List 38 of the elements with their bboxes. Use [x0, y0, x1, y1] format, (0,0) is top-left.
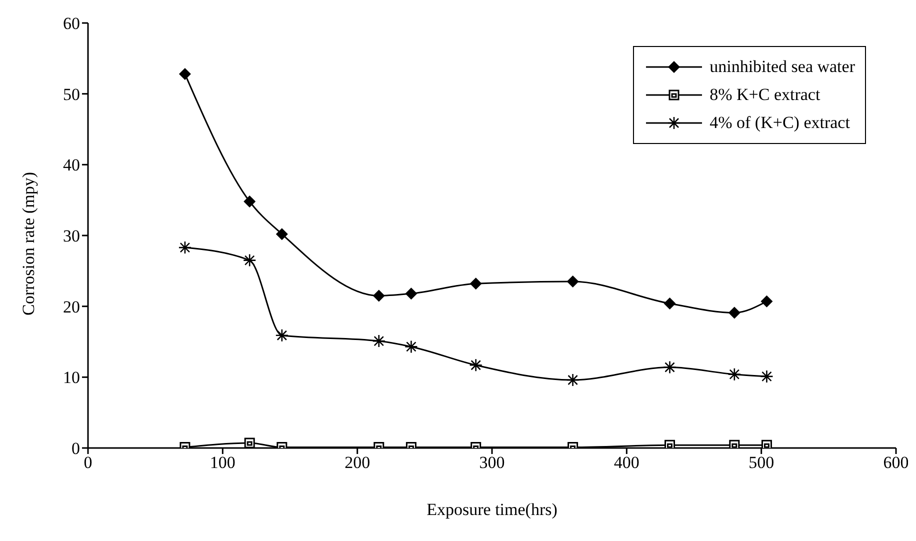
point: [242, 254, 256, 267]
x-tick-label: 400: [614, 453, 640, 472]
y-tick-label: 60: [63, 14, 80, 34]
x-tick-label: 0: [84, 453, 92, 472]
y-tick-label: 20: [63, 297, 80, 316]
point: [244, 196, 256, 208]
point: [664, 298, 676, 310]
x-axis-title: Exposure time(hrs): [426, 500, 558, 519]
x-tick-label: 200: [344, 453, 370, 472]
y-axis-title: Corrosion rate (mpy): [19, 172, 38, 316]
y-tick-label: 30: [63, 226, 80, 246]
point: [372, 290, 385, 302]
legend-label: 8% K+C extract: [710, 85, 820, 105]
point: [404, 340, 418, 354]
x-tick-label: 100: [210, 453, 236, 472]
legend-label: uninhibited sea water: [710, 57, 855, 77]
point: [275, 328, 289, 342]
point: [566, 276, 579, 288]
point: [470, 278, 482, 290]
y-tick-label: 10: [63, 368, 80, 388]
point: [405, 288, 418, 300]
point: [178, 240, 192, 254]
point: [760, 370, 774, 384]
point: [372, 334, 386, 348]
point: [469, 358, 482, 372]
point: [663, 360, 676, 374]
point: [566, 373, 580, 387]
x-tick-label: 300: [479, 453, 505, 472]
y-tick-label: 50: [63, 84, 80, 104]
point: [728, 306, 740, 319]
x-tick-label: 600: [883, 453, 909, 472]
point: [760, 295, 773, 308]
y-tick-label: 0: [72, 439, 80, 458]
y-tick-label: 40: [63, 156, 80, 175]
point: [276, 228, 288, 240]
legend-label: 4% of (K+C) extract: [710, 113, 850, 133]
x-tick-label: 500: [748, 453, 774, 472]
point: [728, 368, 742, 381]
